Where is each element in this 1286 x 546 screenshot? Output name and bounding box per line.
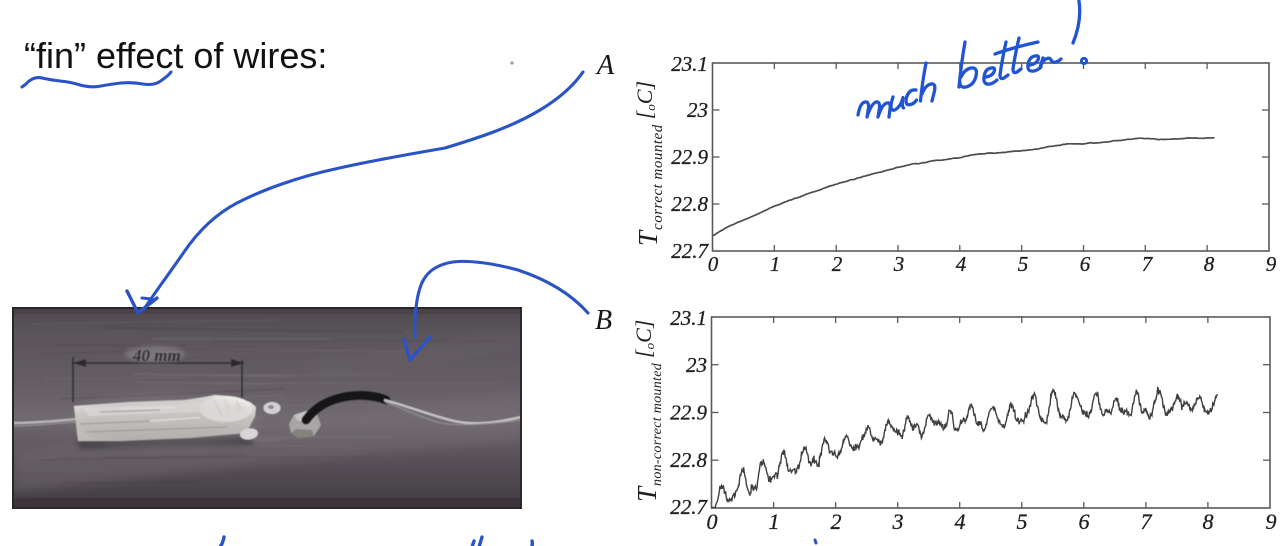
svg-text:8: 8 [1204, 252, 1215, 276]
svg-text:23: 23 [686, 353, 707, 377]
svg-text:2: 2 [831, 509, 842, 534]
svg-text:6: 6 [1079, 509, 1090, 534]
svg-text:23: 23 [687, 98, 708, 122]
svg-text:Tnon-correct mounted[oC]: Tnon-correct mounted[oC] [631, 320, 665, 502]
svg-text:4: 4 [955, 509, 966, 534]
svg-text:5: 5 [1018, 252, 1029, 276]
svg-text:1: 1 [770, 252, 781, 276]
svg-text:2: 2 [832, 252, 843, 276]
svg-text:22.7: 22.7 [671, 239, 709, 263]
svg-text:4: 4 [956, 252, 967, 276]
svg-text:22.7: 22.7 [670, 495, 708, 519]
svg-text:9: 9 [1266, 252, 1277, 276]
svg-text:9: 9 [1266, 509, 1277, 534]
svg-text:22.9: 22.9 [670, 401, 707, 425]
svg-text:8: 8 [1203, 509, 1214, 534]
svg-text:3: 3 [893, 252, 905, 276]
svg-text:0: 0 [708, 252, 719, 276]
svg-text:22.8: 22.8 [671, 192, 708, 216]
svg-text:40 mm: 40 mm [132, 346, 181, 365]
svg-text:5: 5 [1017, 509, 1028, 534]
svg-text:Tcorrect mounted[oC]: Tcorrect mounted[oC] [632, 81, 666, 246]
svg-text:22.8: 22.8 [670, 448, 707, 472]
svg-text:1: 1 [769, 509, 780, 534]
svg-text:22.9: 22.9 [671, 145, 708, 169]
svg-text:0: 0 [707, 509, 718, 534]
svg-text:23.1: 23.1 [671, 52, 708, 76]
svg-text:A: A [595, 50, 615, 81]
svg-text:6: 6 [1080, 252, 1091, 276]
svg-text:B: B [595, 305, 612, 336]
svg-text:3: 3 [892, 509, 904, 534]
svg-text:7: 7 [1142, 252, 1154, 276]
svg-text:23.1: 23.1 [670, 306, 707, 330]
svg-text:7: 7 [1141, 509, 1153, 534]
